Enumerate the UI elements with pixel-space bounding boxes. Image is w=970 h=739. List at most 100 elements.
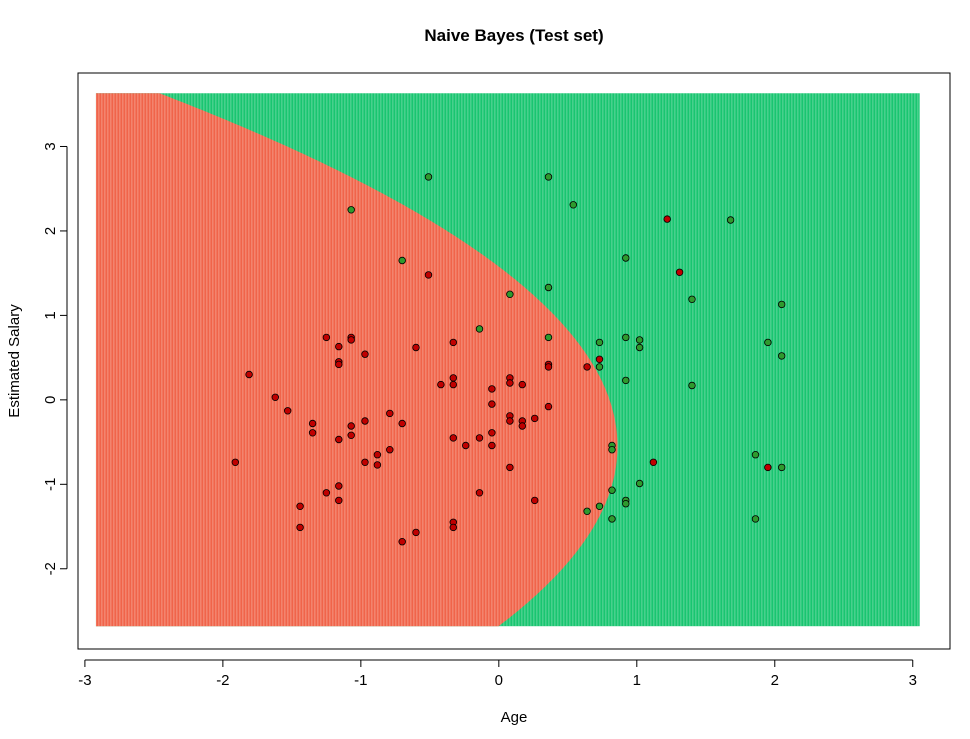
data-point-class-0	[544, 402, 553, 411]
decision-regions	[95, 93, 920, 627]
x-tick-label: -2	[216, 672, 229, 689]
data-point-class-0	[449, 380, 457, 389]
data-point-class-0	[386, 409, 394, 418]
chart-title: Naive Bayes (Test set)	[424, 26, 603, 45]
data-point-class-0	[462, 441, 470, 450]
data-point-class-0	[449, 338, 457, 347]
data-point-class-1	[595, 338, 604, 347]
data-point-class-0	[764, 463, 772, 472]
data-point-class-0	[449, 374, 457, 382]
x-tick-label: 0	[495, 672, 503, 689]
data-point-class-0	[649, 458, 658, 466]
data-point-class-1	[544, 173, 553, 181]
data-point-class-1	[595, 502, 604, 510]
data-point-class-1	[778, 463, 786, 472]
data-point-class-1	[424, 173, 433, 181]
x-tick-label: 3	[909, 672, 917, 689]
data-point-class-0	[488, 385, 496, 393]
y-tick-label: 2	[42, 227, 59, 235]
data-point-class-1	[347, 206, 355, 214]
data-point-class-0	[361, 350, 369, 358]
data-point-class-1	[635, 343, 644, 352]
data-point-class-0	[531, 414, 539, 423]
y-tick-label: 0	[42, 396, 59, 404]
data-point-class-0	[449, 523, 457, 532]
data-point-class-0	[347, 422, 355, 430]
data-point-class-0	[488, 429, 496, 437]
x-axis: -3 -2 -1 0 1 2 3	[78, 659, 917, 689]
data-point-class-0	[322, 489, 331, 497]
data-point-class-1	[751, 451, 760, 459]
data-point-class-1	[726, 216, 735, 224]
data-point-class-1	[778, 300, 786, 309]
y-tick-label: 3	[42, 142, 59, 150]
data-point-class-1	[622, 376, 630, 385]
data-point-class-1	[751, 515, 760, 523]
data-point-class-0	[335, 496, 343, 505]
data-point-class-1	[569, 201, 577, 209]
data-point-class-0	[335, 482, 343, 490]
data-point-class-1	[764, 338, 772, 347]
y-tick-label: -1	[42, 478, 59, 491]
region-grid-lines	[95, 93, 919, 627]
data-point-class-0	[475, 434, 484, 442]
data-point-class-1	[608, 446, 616, 454]
data-point-class-0	[475, 489, 484, 497]
data-point-class-1	[622, 333, 630, 342]
data-point-class-0	[361, 417, 369, 425]
x-tick-label: 2	[771, 672, 779, 689]
data-point-class-1	[595, 363, 604, 371]
data-point-class-0	[284, 407, 292, 415]
data-point-class-1	[475, 325, 484, 333]
data-point-class-0	[518, 422, 526, 430]
data-point-class-0	[437, 380, 445, 389]
y-tick-label: 1	[42, 311, 59, 319]
data-point-class-0	[373, 451, 382, 459]
data-point-class-0	[322, 333, 331, 342]
x-tick-label: -1	[354, 672, 367, 689]
data-point-class-1	[622, 254, 630, 262]
data-point-class-0	[296, 523, 304, 532]
data-point-class-0	[335, 342, 343, 351]
data-point-class-1	[544, 333, 553, 342]
data-point-class-1	[635, 479, 644, 488]
data-point-class-1	[608, 486, 616, 494]
data-point-class-0	[518, 380, 526, 389]
data-point-class-0	[488, 441, 496, 450]
data-point-class-0	[347, 336, 355, 344]
y-axis-label: Estimated Salary	[6, 304, 23, 418]
data-point-class-0	[308, 429, 317, 437]
data-point-class-0	[271, 393, 279, 401]
data-point-class-1	[622, 500, 630, 508]
data-point-class-1	[608, 515, 616, 523]
y-tick-label: -2	[42, 562, 59, 575]
data-point-class-0	[373, 461, 382, 469]
data-point-class-0	[506, 463, 514, 472]
data-point-class-1	[635, 336, 644, 344]
data-point-class-0	[296, 502, 304, 510]
x-axis-label: Age	[501, 709, 528, 726]
plot-frame	[77, 72, 951, 650]
data-point-class-1	[688, 381, 696, 390]
x-tick-label: -3	[78, 672, 91, 689]
data-point-class-0	[361, 458, 369, 466]
data-point-class-0	[595, 355, 604, 363]
data-point-class-0	[347, 431, 355, 439]
data-point-class-0	[675, 268, 684, 276]
data-point-class-0	[412, 528, 420, 537]
x-tick-label: 1	[633, 672, 641, 689]
data-points	[231, 173, 786, 546]
data-point-class-0	[583, 363, 591, 371]
data-point-class-0	[663, 215, 671, 223]
data-point-class-0	[506, 379, 514, 387]
data-point-class-0	[398, 538, 406, 546]
data-point-class-0	[544, 363, 553, 371]
data-point-class-0	[231, 458, 239, 466]
data-point-class-0	[398, 419, 406, 428]
data-point-class-0	[531, 496, 539, 505]
data-point-class-0	[308, 419, 317, 428]
data-point-class-1	[688, 295, 696, 303]
data-point-class-1	[583, 507, 591, 515]
region-class-0	[95, 93, 618, 627]
data-point-class-1	[506, 290, 514, 298]
